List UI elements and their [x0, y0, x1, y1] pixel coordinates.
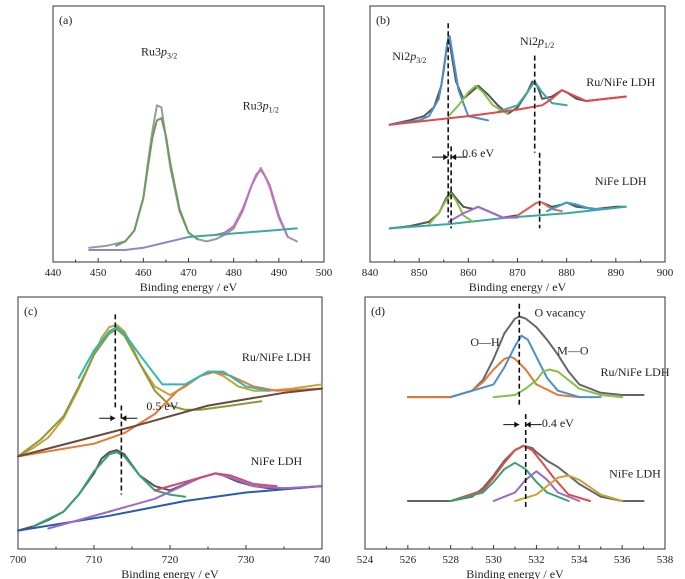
- shift-arrowhead: [443, 154, 449, 161]
- x-tick-label: 536: [614, 554, 631, 566]
- series-line-2: [115, 117, 199, 247]
- series-line-2: [388, 35, 489, 126]
- series-line-8: [428, 192, 475, 226]
- x-axis-title: Binding energy / eV: [466, 567, 564, 579]
- x-tick-label: 880: [558, 267, 575, 279]
- x-axis-title: Binding energy / eV: [121, 567, 219, 579]
- x-tick-label: 490: [271, 267, 288, 279]
- x-tick-label: 900: [657, 267, 674, 279]
- series-line-9: [514, 474, 624, 502]
- x-tick-label: 870: [509, 267, 526, 279]
- sample-label: 0.5 eV: [146, 399, 178, 413]
- series-line-5: [388, 89, 627, 126]
- x-tick-label: 440: [45, 267, 62, 279]
- x-tick-label: 526: [400, 554, 417, 566]
- series-line-7: [32, 451, 187, 528]
- series-line-9: [447, 205, 519, 223]
- peak-annotation: Ru3p1/2: [243, 99, 279, 115]
- series-line-4: [88, 236, 190, 251]
- x-tick-label: 524: [357, 554, 374, 566]
- x-tick-label: 720: [162, 554, 179, 566]
- panel-label: (a): [59, 13, 72, 27]
- shift-arrowhead: [525, 421, 531, 428]
- x-tick-label: 840: [362, 267, 379, 279]
- x-axis-title: Binding energy / eV: [140, 280, 238, 294]
- sample-label: Ru/NiFe LDH: [242, 350, 311, 364]
- panel-c: (c) 700 710 720 730 740 Binding energy / eV Ru/…: [10, 296, 331, 579]
- component-annotation: O vacancy: [535, 306, 586, 320]
- x-tick-label: 470: [180, 267, 197, 279]
- series-line-2: [406, 355, 581, 399]
- series-line-3: [214, 169, 289, 238]
- sample-label: Ru/NiFe LDH: [586, 75, 655, 89]
- x-tick-label: 532: [528, 554, 545, 566]
- panel-b: (b) 840 850 860 870 880 890 900 Binding energy /…: [362, 5, 674, 294]
- series-line-3: [449, 334, 602, 399]
- x-tick-label: 530: [485, 554, 502, 566]
- x-tick-label: 538: [657, 554, 674, 566]
- sample-label: NiFe LDH: [609, 467, 661, 481]
- series-line-2: [17, 328, 263, 458]
- peak-annotation: Ni2p1/2: [520, 34, 554, 50]
- x-tick-label: 710: [86, 554, 103, 566]
- series-line-5: [17, 387, 323, 458]
- series-line-4: [492, 368, 624, 399]
- component-annotation: M—O: [557, 344, 589, 358]
- series-line-1: [406, 315, 645, 399]
- shift-arrowhead: [110, 415, 116, 422]
- x-tick-label: 500: [316, 267, 333, 279]
- panel-d: (d) 524 526 528 530 532 534 536 538 Binding energ…: [357, 296, 674, 579]
- series-line-11: [546, 201, 607, 213]
- x-tick-label: 460: [135, 267, 152, 279]
- panel-label: (d): [371, 304, 385, 318]
- x-tick-label: 450: [90, 267, 107, 279]
- panel-label: (c): [24, 304, 37, 318]
- sample-label: 0.4 eV: [542, 416, 574, 430]
- sample-label: Ru/NiFe LDH: [601, 365, 670, 379]
- x-tick-label: 890: [608, 267, 625, 279]
- x-tick-label: 534: [571, 554, 588, 566]
- sample-label: 0.6 eV: [462, 146, 494, 160]
- peak-annotation: Ru3p3/2: [141, 45, 177, 61]
- sample-label: NiFe LDH: [251, 454, 303, 468]
- x-tick-label: 480: [225, 267, 242, 279]
- x-tick-label: 850: [411, 267, 428, 279]
- sample-label: NiFe LDH: [595, 174, 647, 188]
- shift-arrowhead: [514, 421, 520, 428]
- plot-frame: [52, 5, 325, 263]
- x-tick-label: 730: [238, 554, 255, 566]
- shift-arrowhead: [121, 415, 127, 422]
- x-tick-label: 860: [460, 267, 477, 279]
- x-axis-title: Binding energy / eV: [469, 280, 567, 294]
- x-tick-label: 740: [314, 554, 331, 566]
- series-line-4: [77, 326, 270, 392]
- panel-a: (a) 440 450 460 470 480 490 500 Binding energy /…: [45, 5, 333, 294]
- series-line-10: [153, 472, 278, 492]
- series-line-5: [187, 227, 298, 238]
- series-line-6: [449, 444, 591, 502]
- panel-label: (b): [376, 13, 390, 27]
- peak-annotation: Ni2p3/2: [392, 49, 426, 65]
- x-tick-label: 700: [10, 554, 27, 566]
- series-line-3: [447, 84, 509, 118]
- series-line-8: [492, 470, 581, 502]
- component-annotation: O—H: [470, 335, 500, 349]
- shift-arrowhead: [451, 154, 457, 161]
- x-tick-label: 528: [442, 554, 459, 566]
- plot-frame: [369, 5, 666, 263]
